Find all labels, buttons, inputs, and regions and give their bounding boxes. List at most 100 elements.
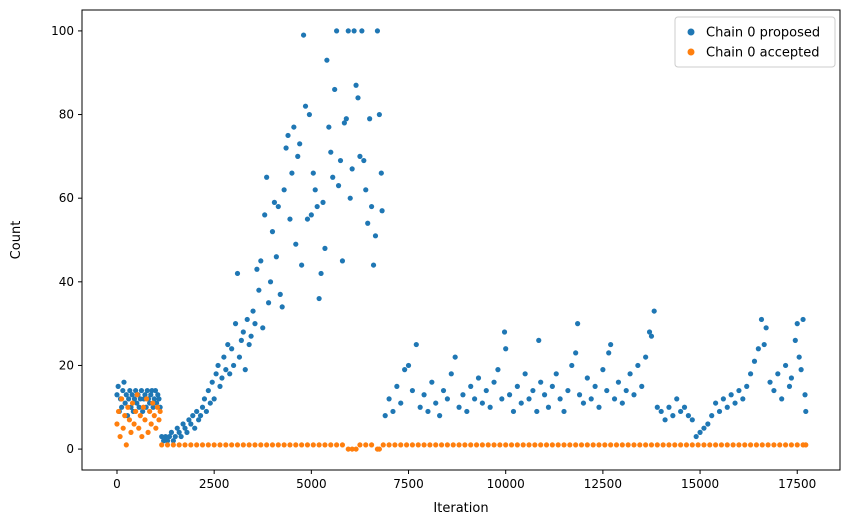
x-tick-label: 12500	[584, 477, 622, 491]
data-point	[662, 417, 668, 423]
data-point	[304, 216, 311, 222]
data-point	[575, 321, 581, 327]
legend-box	[674, 16, 836, 68]
data-point	[545, 404, 552, 410]
data-point	[666, 442, 672, 448]
x-tick-label: 10000	[487, 477, 525, 491]
data-point	[314, 203, 320, 210]
data-point	[646, 329, 653, 335]
data-point	[178, 433, 184, 440]
data-point	[153, 425, 159, 431]
data-point	[310, 170, 316, 176]
data-point	[316, 442, 322, 448]
data-point	[567, 442, 573, 448]
x-tick-label: 7500	[393, 477, 424, 491]
data-point	[337, 157, 344, 164]
data-point	[264, 174, 270, 180]
data-point	[262, 212, 268, 218]
data-point	[475, 375, 482, 381]
data-point	[689, 442, 695, 448]
data-point	[127, 387, 133, 394]
data-point	[631, 442, 637, 448]
data-point	[736, 387, 742, 394]
data-point	[508, 442, 515, 448]
data-point	[281, 187, 287, 193]
data-point	[154, 404, 161, 410]
data-point	[491, 379, 497, 385]
data-point	[283, 145, 289, 151]
data-point	[248, 333, 254, 339]
data-point	[460, 392, 466, 398]
data-point	[123, 392, 129, 398]
data-point	[382, 413, 388, 419]
data-point	[351, 28, 357, 34]
data-point	[227, 371, 233, 377]
data-point	[134, 400, 140, 406]
data-point	[672, 442, 678, 448]
data-point	[355, 95, 361, 101]
data-point	[625, 442, 631, 448]
y-tick-label: 80	[59, 108, 74, 122]
data-point	[573, 350, 579, 356]
data-point	[365, 220, 371, 226]
data-point	[514, 383, 520, 389]
data-point	[246, 442, 252, 448]
data-point	[536, 337, 542, 343]
data-point	[720, 396, 726, 402]
data-point	[209, 379, 215, 385]
data-point	[777, 442, 783, 448]
data-point	[497, 442, 503, 448]
data-point	[339, 258, 346, 264]
data-point	[800, 316, 806, 323]
data-point	[376, 111, 382, 118]
data-point	[246, 341, 252, 348]
data-point	[275, 442, 281, 448]
data-point	[312, 187, 318, 193]
data-point	[724, 442, 730, 448]
data-point	[578, 442, 585, 448]
data-point	[736, 442, 742, 448]
y-tick-label: 40	[59, 275, 74, 289]
data-point	[701, 425, 707, 431]
data-point	[192, 425, 198, 431]
x-axis-label: Iteration	[433, 501, 488, 516]
data-point	[464, 408, 470, 415]
data-point	[380, 442, 386, 448]
data-point	[120, 425, 126, 431]
data-point	[334, 442, 340, 448]
series-1	[114, 392, 809, 452]
data-point	[147, 408, 153, 415]
data-point	[197, 413, 204, 419]
data-point	[732, 400, 738, 406]
data-point	[213, 371, 219, 377]
data-point	[174, 425, 180, 431]
data-point	[145, 429, 151, 435]
data-point	[117, 433, 123, 440]
data-point	[143, 396, 150, 402]
data-point	[131, 421, 137, 427]
x-tick-label: 17500	[778, 477, 816, 491]
data-point	[549, 383, 555, 389]
data-point	[751, 358, 758, 364]
data-point	[211, 442, 217, 448]
data-point	[188, 421, 194, 427]
data-point	[433, 442, 439, 448]
data-point	[394, 383, 400, 389]
data-point	[256, 287, 262, 293]
data-point	[468, 442, 474, 448]
data-point	[343, 116, 349, 122]
data-point	[786, 383, 793, 389]
data-point	[184, 429, 190, 435]
data-point	[205, 387, 211, 394]
data-point	[491, 442, 497, 448]
data-point	[139, 433, 145, 440]
data-point	[328, 149, 334, 155]
data-point	[417, 404, 423, 410]
data-point	[215, 362, 221, 369]
data-point	[205, 442, 211, 448]
data-point	[379, 208, 385, 214]
data-point	[345, 446, 351, 452]
data-point	[359, 28, 365, 34]
data-point	[724, 404, 730, 410]
